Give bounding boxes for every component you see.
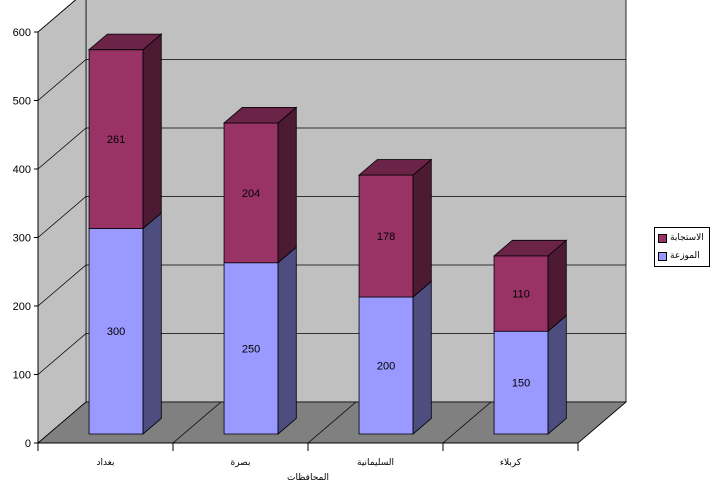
y-tick-label: 200 [13, 301, 31, 313]
x-category-label: السليمانية [357, 458, 394, 468]
y-tick-label: 600 [13, 27, 31, 39]
bar-distributed-side [412, 280, 432, 435]
data-label-distributed: 150 [512, 378, 530, 390]
floor-divider [577, 401, 627, 444]
gridline [37, 333, 626, 375]
legend-swatch-response [658, 233, 667, 243]
x-category-label: بصرة [231, 458, 251, 468]
x-category-label: كربلاء [500, 458, 522, 468]
legend-item-response: الاستجابة [658, 232, 704, 244]
legend-item-distributed: الموزعة [658, 250, 700, 262]
data-label-distributed: 300 [107, 326, 125, 338]
bar-response-side [142, 33, 162, 230]
x-category-label: بغداد [96, 458, 114, 468]
gridline [37, 0, 77, 33]
floor-divider [307, 401, 357, 444]
bar-response-side [412, 158, 432, 298]
chart-legend: الاستجابة الموزعة [654, 227, 710, 267]
side-wall [37, 0, 87, 444]
legend-label-distributed: الموزعة [670, 251, 700, 261]
gridline [37, 264, 626, 307]
gridline [37, 196, 626, 238]
bar-distributed-side [547, 314, 567, 435]
data-label-distributed: 250 [242, 343, 260, 355]
bar-distributed-side [277, 246, 297, 435]
y-tick-label: 300 [13, 233, 31, 245]
legend-label-response: الاستجابة [670, 233, 704, 243]
gridline [37, 59, 626, 101]
x-axis-title: المحافظات [287, 473, 329, 483]
legend-swatch-distributed [658, 251, 667, 261]
data-label-response: 261 [107, 134, 125, 146]
bar-response-top [87, 33, 163, 51]
data-label-response: 110 [512, 289, 530, 301]
gridline [37, 127, 626, 170]
floor-divider [172, 401, 222, 444]
y-tick-label: 0 [25, 438, 31, 450]
bar-response-top [222, 107, 298, 124]
data-label-response: 204 [242, 188, 260, 200]
floor-divider [442, 401, 492, 444]
bar-response-top [357, 159, 433, 176]
bar-response-top [492, 239, 568, 257]
y-tick-label: 400 [13, 164, 31, 176]
y-tick-label: 100 [13, 370, 31, 382]
data-label-response: 178 [377, 231, 395, 243]
bar-distributed-side [142, 212, 162, 435]
data-label-distributed: 200 [377, 360, 395, 372]
floor-divider [37, 401, 87, 444]
bar-response-side [277, 106, 297, 264]
y-tick-label: 500 [13, 96, 31, 108]
